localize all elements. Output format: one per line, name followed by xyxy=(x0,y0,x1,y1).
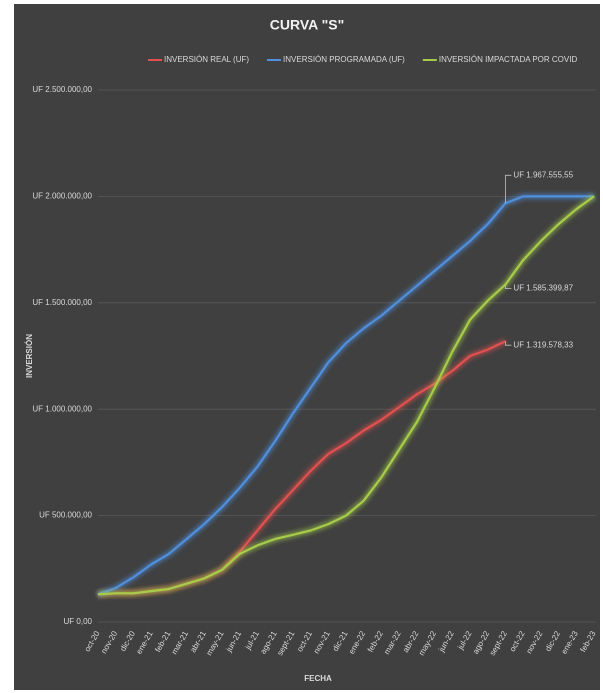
y-tick-label: UF 2.000.000,00 xyxy=(32,192,92,201)
series-line xyxy=(97,195,594,596)
legend-label: INVERSIÓN IMPACTADA POR COVID xyxy=(439,55,578,64)
value-label: UF 1.967.555,55 xyxy=(513,170,573,179)
y-axis-title: INVERSIÓN xyxy=(25,334,34,378)
label-leader xyxy=(505,174,512,204)
label-leader xyxy=(505,284,512,290)
legend-label: INVERSIÓN REAL (UF) xyxy=(164,55,249,64)
y-tick-label: UF 1.500.000,00 xyxy=(32,298,92,307)
value-label: UF 1.319.578,33 xyxy=(513,340,573,349)
y-tick-label: UF 2.500.000,00 xyxy=(32,85,92,94)
y-tick-label: UF 1.000.000,00 xyxy=(32,404,92,413)
series-line xyxy=(97,195,595,596)
value-label: UF 1.585.399,87 xyxy=(513,284,573,293)
label-leader xyxy=(505,341,512,346)
y-tick-label: UF 0,00 xyxy=(64,617,93,626)
chart-title: CURVA "S" xyxy=(270,17,344,33)
legend-label: INVERSIÓN PROGRAMADA (UF) xyxy=(283,55,405,64)
y-tick-label: UF 500.000,00 xyxy=(39,511,92,520)
x-axis-title: FECHA xyxy=(304,674,332,683)
chart-background xyxy=(14,4,600,690)
